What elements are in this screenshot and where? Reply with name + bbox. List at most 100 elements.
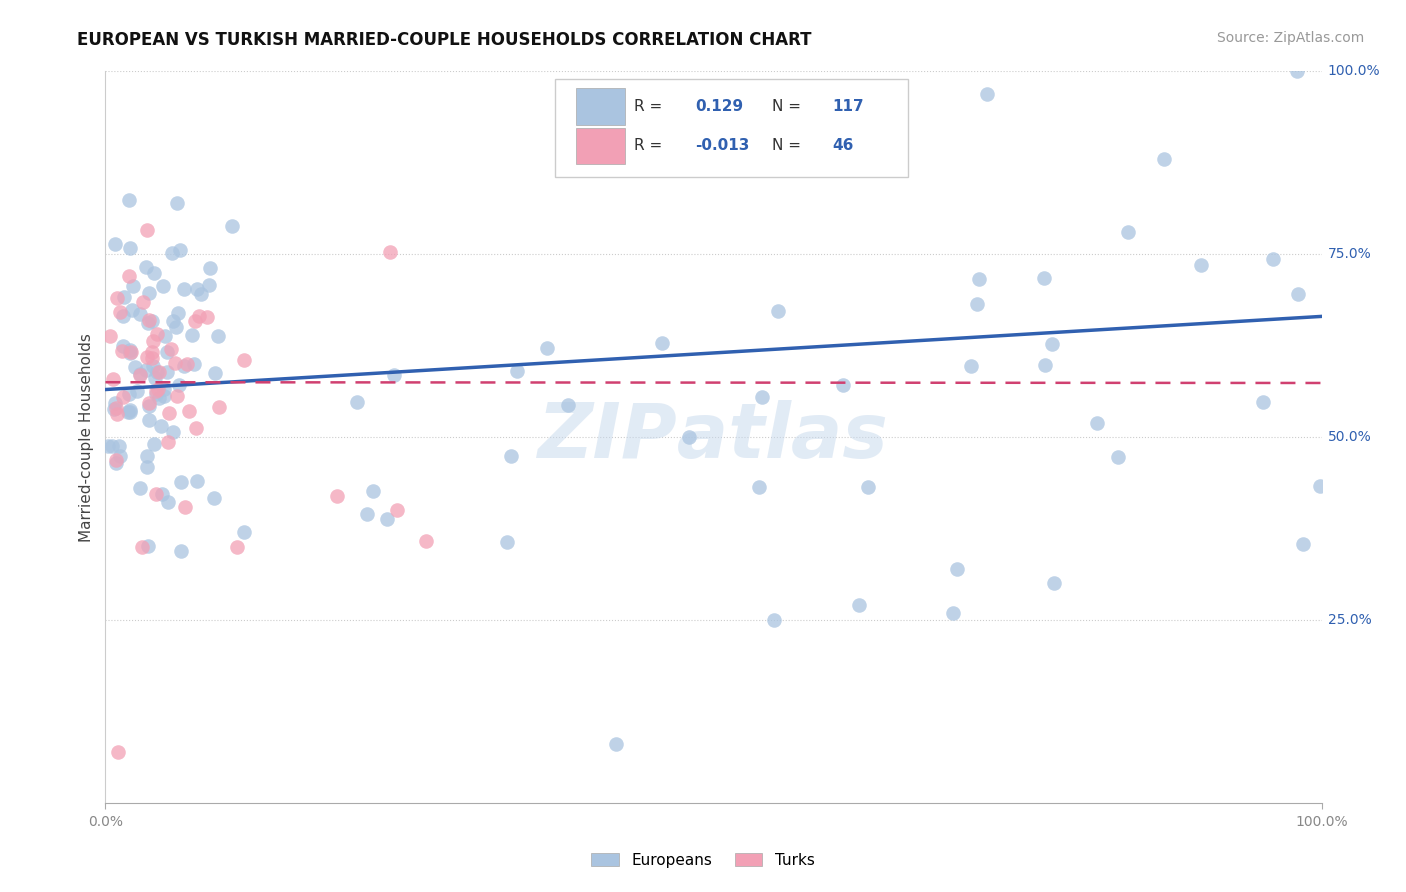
Point <box>104 236 127 251</box>
Point <box>1033 271 1056 285</box>
Point <box>375 512 398 526</box>
Point <box>117 405 139 419</box>
Point <box>103 402 125 417</box>
Point <box>138 395 160 409</box>
Point <box>129 481 152 495</box>
Point <box>121 302 143 317</box>
Point <box>146 382 169 396</box>
Point <box>142 266 165 280</box>
FancyBboxPatch shape <box>576 88 624 125</box>
Text: 46: 46 <box>832 138 853 153</box>
Point <box>104 456 127 470</box>
Text: N =: N = <box>772 99 801 114</box>
Point <box>557 398 579 412</box>
Point <box>156 495 179 509</box>
Point <box>165 320 187 334</box>
Point <box>118 269 141 284</box>
Point <box>145 487 167 501</box>
Point <box>169 243 191 257</box>
Point <box>966 297 988 311</box>
Point <box>156 435 179 450</box>
Point <box>141 344 163 359</box>
Point <box>162 425 184 440</box>
Point <box>651 336 673 351</box>
Point <box>942 606 965 620</box>
Text: 100.0%: 100.0% <box>1327 64 1381 78</box>
Point <box>174 500 197 514</box>
Text: ZIP​atlas: ZIP​atlas <box>538 401 889 474</box>
Y-axis label: Married-couple Households: Married-couple Households <box>79 333 94 541</box>
Point <box>110 449 132 463</box>
FancyBboxPatch shape <box>576 128 624 164</box>
Point <box>118 387 141 401</box>
Point <box>152 279 174 293</box>
Point <box>678 430 700 444</box>
Point <box>605 737 627 751</box>
Point <box>155 328 177 343</box>
Point <box>173 359 195 374</box>
Point <box>98 329 121 343</box>
Point <box>378 245 401 260</box>
Point <box>156 365 179 379</box>
Text: 117: 117 <box>832 99 865 114</box>
Point <box>135 449 157 463</box>
Point <box>536 342 558 356</box>
Point <box>167 378 190 392</box>
Text: 50.0%: 50.0% <box>1327 430 1371 444</box>
Point <box>183 357 205 371</box>
Point <box>1118 225 1140 239</box>
Point <box>141 351 163 366</box>
Point <box>856 479 879 493</box>
Point <box>142 436 165 450</box>
Point <box>204 366 226 380</box>
Point <box>748 480 770 494</box>
Point <box>1251 394 1274 409</box>
Point <box>225 540 247 554</box>
Point <box>124 360 146 375</box>
Point <box>1107 450 1129 464</box>
Point <box>138 285 160 300</box>
Text: 25.0%: 25.0% <box>1327 613 1371 627</box>
Point <box>131 540 153 554</box>
Point <box>141 314 163 328</box>
Point <box>1292 537 1315 551</box>
Point <box>145 384 167 398</box>
Point <box>135 260 157 275</box>
Point <box>1286 287 1309 301</box>
Point <box>166 306 188 320</box>
Point <box>108 439 131 453</box>
Point <box>190 287 212 301</box>
Point <box>232 352 254 367</box>
Point <box>233 524 256 539</box>
Point <box>135 351 157 365</box>
Point <box>945 562 967 576</box>
Point <box>111 339 134 353</box>
Point <box>112 290 135 304</box>
Point <box>1189 258 1212 272</box>
Point <box>1309 479 1331 493</box>
Point <box>763 613 786 627</box>
Point <box>166 389 188 403</box>
Point <box>173 282 195 296</box>
Point <box>162 314 184 328</box>
Point <box>356 507 378 521</box>
Point <box>142 334 165 349</box>
Point <box>105 291 128 305</box>
Point <box>186 474 208 488</box>
Point <box>325 489 347 503</box>
Point <box>104 395 127 409</box>
Point <box>111 309 134 323</box>
Point <box>111 390 134 404</box>
Point <box>208 401 231 415</box>
Point <box>1286 64 1309 78</box>
Point <box>751 390 773 404</box>
Point <box>187 309 209 323</box>
Point <box>118 405 141 419</box>
Point <box>501 449 523 463</box>
Point <box>118 194 141 208</box>
Point <box>138 412 160 426</box>
Point <box>848 599 870 613</box>
Point <box>184 314 207 328</box>
Point <box>361 484 384 499</box>
Point <box>1040 337 1063 351</box>
